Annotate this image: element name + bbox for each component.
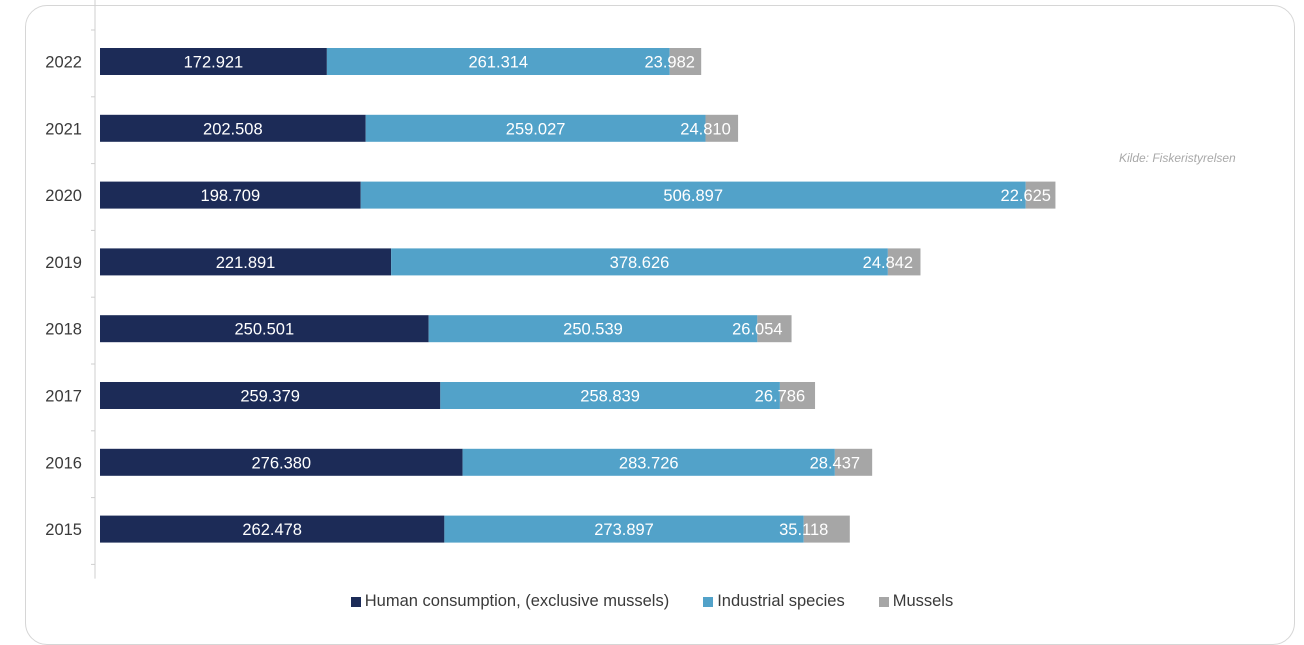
- data-label-human-2022: 172.921: [184, 54, 244, 72]
- bar-mussels-2018: [757, 315, 792, 343]
- bar-human-2022: [100, 48, 327, 75]
- data-label-human-2016: 276.380: [251, 454, 311, 472]
- category-label-2019: 2019: [45, 254, 82, 272]
- data-label-mussels-2022: 23.982: [644, 54, 694, 72]
- data-label-mussels-2016: 28.437: [810, 454, 860, 472]
- bar-mussels-2021: [705, 114, 739, 142]
- data-label-human-2021: 202.508: [203, 120, 263, 138]
- data-label-mussels-2019: 24.842: [863, 254, 913, 272]
- legend: Human consumption, (exclusive mussels) I…: [0, 592, 1304, 611]
- legend-label-industrial: Industrial species: [717, 592, 845, 610]
- data-label-industrial-2022: 261.314: [468, 54, 528, 72]
- bar-mussels-2019: [887, 248, 921, 276]
- category-label-2020: 2020: [45, 187, 82, 205]
- legend-label-human: Human consumption, (exclusive mussels): [364, 592, 670, 610]
- source-note: Kilde: Fiskeristyrelsen: [1119, 151, 1236, 165]
- legend-item-human: Human consumption, (exclusive mussels): [350, 592, 670, 611]
- bar-industrial-2018: [428, 315, 758, 343]
- bar-industrial-2019: [391, 248, 888, 276]
- category-label-2015: 2015: [45, 521, 82, 539]
- bar-mussels-2015: [803, 515, 850, 543]
- bar-human-2018: [100, 315, 429, 343]
- data-label-mussels-2021: 24.810: [680, 120, 730, 138]
- bar-mussels-2020: [1025, 181, 1056, 209]
- data-label-human-2019: 221.891: [216, 254, 276, 272]
- legend-item-mussels: Mussels: [878, 592, 954, 611]
- legend-item-industrial: Industrial species: [703, 592, 845, 611]
- data-label-industrial-2020: 506.897: [663, 187, 723, 205]
- data-label-human-2015: 262.478: [242, 521, 302, 539]
- data-label-mussels-2020: 22.625: [1001, 187, 1051, 205]
- data-label-mussels-2015: 35.118: [779, 521, 828, 539]
- bar-mussels-2017: [779, 382, 816, 409]
- bar-industrial-2016: [462, 448, 835, 476]
- legend-swatch-mussels: [878, 596, 889, 607]
- bar-human-2017: [100, 382, 441, 409]
- category-label-2017: 2017: [45, 388, 82, 406]
- data-label-human-2017: 259.379: [240, 388, 300, 406]
- legend-swatch-human: [350, 596, 361, 607]
- data-label-industrial-2021: 259.027: [506, 120, 566, 138]
- data-label-industrial-2016: 283.726: [619, 454, 679, 472]
- data-label-human-2020: 198.709: [201, 187, 261, 205]
- bar-human-2016: [100, 448, 463, 476]
- bar-industrial-2017: [440, 382, 780, 409]
- bar-human-2021: [100, 114, 366, 142]
- bar-industrial-2021: [365, 114, 706, 142]
- category-label-2016: 2016: [45, 454, 82, 472]
- bar-human-2019: [100, 248, 392, 276]
- legend-label-mussels: Mussels: [892, 592, 954, 610]
- data-label-mussels-2017: 26.786: [755, 388, 805, 406]
- bar-industrial-2015: [444, 515, 804, 543]
- bar-human-2020: [100, 181, 361, 209]
- data-label-industrial-2017: 258.839: [580, 388, 640, 406]
- category-label-2018: 2018: [45, 321, 82, 339]
- data-label-industrial-2015: 273.897: [594, 521, 654, 539]
- stacked-bar-chart: 2022 172.921 261.314 23.982 2021 202.508 259.0…: [45, 0, 1056, 579]
- bar-industrial-2022: [326, 48, 670, 75]
- data-label-industrial-2019: 378.626: [610, 254, 670, 272]
- data-label-industrial-2018: 250.539: [563, 321, 623, 339]
- category-label-2021: 2021: [45, 120, 82, 138]
- category-label-2022: 2022: [45, 54, 82, 72]
- legend-swatch-industrial: [703, 596, 714, 607]
- bar-mussels-2022: [669, 48, 702, 75]
- data-label-mussels-2018: 26.054: [732, 321, 782, 339]
- data-label-human-2018: 250.501: [235, 321, 295, 339]
- bar-human-2015: [100, 515, 445, 543]
- bar-industrial-2020: [360, 181, 1026, 209]
- bar-mussels-2016: [834, 448, 873, 476]
